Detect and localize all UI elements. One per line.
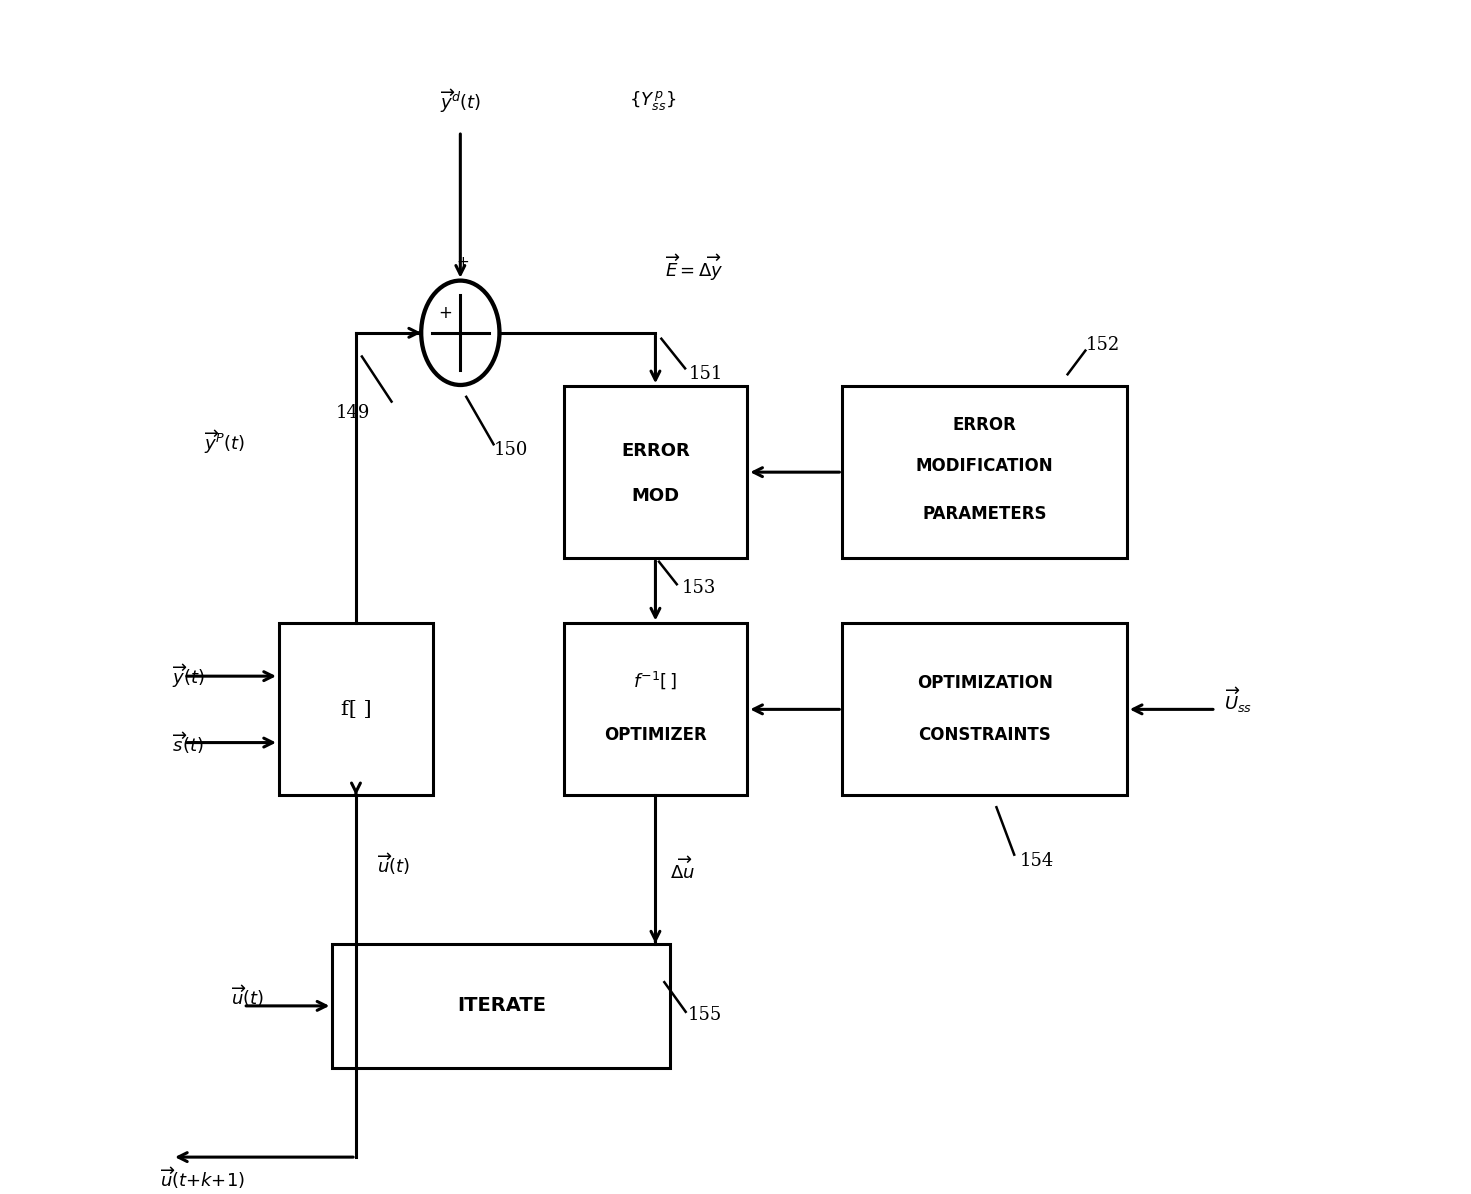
Text: 153: 153 [681,579,716,597]
Text: +: + [456,254,469,270]
Text: 152: 152 [1086,336,1119,353]
Text: $\overrightarrow{s}(t)$: $\overrightarrow{s}(t)$ [172,730,203,756]
Text: $\overrightarrow{y}(t)$: $\overrightarrow{y}(t)$ [172,663,204,690]
Text: OPTIMIZATION: OPTIMIZATION [916,675,1053,693]
Text: CONSTRAINTS: CONSTRAINTS [918,726,1050,745]
Text: 154: 154 [1021,851,1055,869]
Text: $\overrightarrow{u}(t)$: $\overrightarrow{u}(t)$ [377,850,410,876]
Text: $\{Y^{\,p}_{ss}\}$: $\{Y^{\,p}_{ss}\}$ [630,90,677,113]
Text: ERROR: ERROR [621,442,690,460]
Text: MOD: MOD [631,487,680,505]
Bar [332,943,671,1069]
Ellipse shape [421,281,500,384]
Text: ITERATE: ITERATE [457,996,546,1015]
Text: $\overrightarrow{E}=\overrightarrow{\Delta y}$: $\overrightarrow{E}=\overrightarrow{\Del… [665,252,724,283]
Text: ERROR: ERROR [953,416,1016,433]
Text: 149: 149 [335,405,371,423]
Text: $\overrightarrow{\Delta u}$: $\overrightarrow{\Delta u}$ [669,856,694,884]
Text: $\overrightarrow{y}^d(t)$: $\overrightarrow{y}^d(t)$ [440,87,481,116]
Bar [843,623,1127,795]
Text: f[ ]: f[ ] [341,700,371,719]
Text: $\overrightarrow{y}^P(t)$: $\overrightarrow{y}^P(t)$ [204,429,246,456]
Bar [563,386,747,558]
Text: MODIFICATION: MODIFICATION [916,457,1053,475]
Bar [279,623,432,795]
Text: 150: 150 [494,442,528,460]
Text: 151: 151 [688,365,724,383]
Text: $\overrightarrow{u}(t{+}k{+}1)$: $\overrightarrow{u}(t{+}k{+}1)$ [160,1165,246,1192]
Text: $-$: $-$ [393,324,407,341]
Text: +: + [438,304,453,322]
Text: 155: 155 [688,1007,722,1024]
Text: $\overrightarrow{U}_{ss}$: $\overrightarrow{U}_{ss}$ [1224,685,1252,715]
Text: $\overrightarrow{u}(t)$: $\overrightarrow{u}(t)$ [231,984,265,1009]
Text: PARAMETERS: PARAMETERS [922,505,1047,523]
Text: OPTIMIZER: OPTIMIZER [605,726,706,745]
Text: $f^{-1}[\,]$: $f^{-1}[\,]$ [634,669,678,690]
Bar [843,386,1127,558]
Bar [563,623,747,795]
